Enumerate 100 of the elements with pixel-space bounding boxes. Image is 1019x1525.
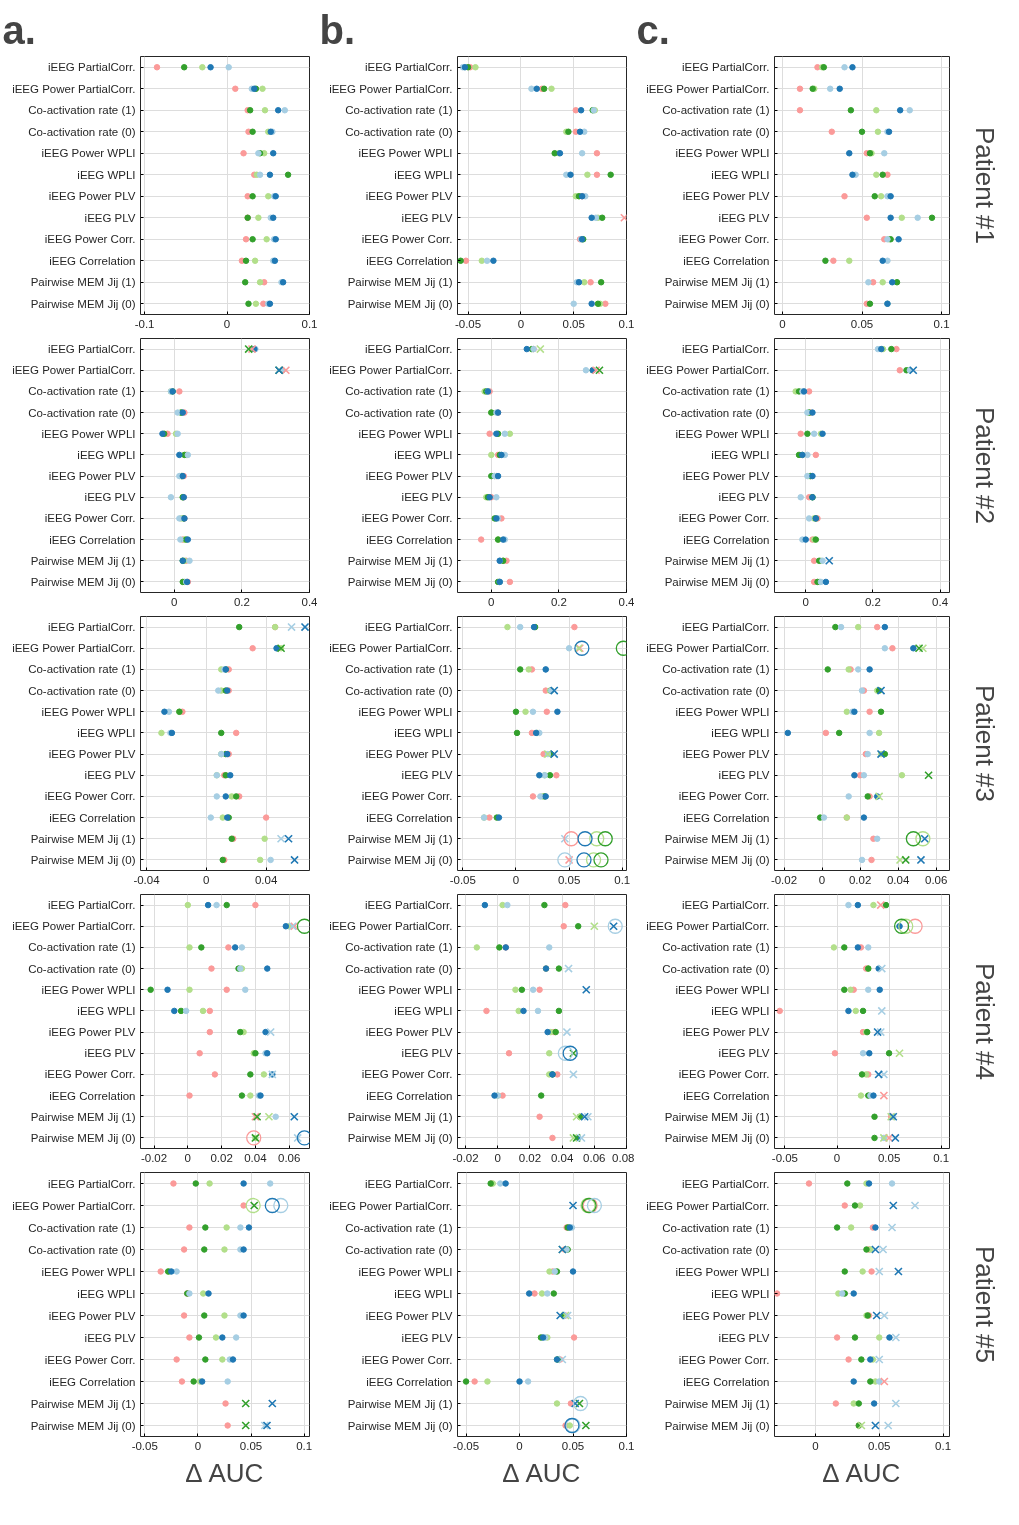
y-tick-label: iEEG Correlation [49, 811, 136, 824]
chart-title: a. [2, 7, 36, 52]
y-tick-label: iEEG Power Corr. [361, 790, 453, 803]
x-tick-label: 0 [171, 595, 178, 608]
x-tick-label: 0.1 [618, 317, 635, 330]
y-tick-label: iEEG Power PLV [682, 470, 770, 483]
y-tick-label: Pairwise MEM Jij (1) [664, 276, 770, 289]
y-tick-label: iEEG PLV [401, 491, 453, 504]
x-tick-label: 0 [203, 873, 210, 886]
y-tick-label: iEEG PartialCorr. [681, 343, 770, 356]
y-tick-label: Co-activation rate (1) [662, 104, 770, 117]
x-tick-label: 0.1 [614, 873, 631, 886]
y-tick-label: Co-activation rate (0) [28, 1243, 136, 1256]
x-tick-label: -0.04 [133, 873, 161, 886]
y-tick-label: Co-activation rate (0) [345, 406, 453, 419]
x-tick-label: 0.4 [301, 595, 319, 608]
y-tick-label: iEEG Power WPLI [675, 427, 770, 440]
x-tick-label: 0.04 [886, 873, 910, 886]
y-tick-label: iEEG WPLI [77, 168, 136, 181]
y-tick-label: iEEG Power PLV [682, 1309, 770, 1322]
y-tick-label: iEEG Power PLV [365, 190, 453, 203]
y-tick-label: iEEG PartialCorr. [47, 621, 136, 634]
y-tick-label: Co-activation rate (0) [345, 125, 453, 138]
y-tick-label: Co-activation rate (1) [28, 1221, 136, 1234]
y-tick-label: Co-activation rate (1) [662, 385, 770, 398]
x-tick-label: 0.4 [932, 595, 949, 608]
x-tick-label: 0.05 [561, 1439, 585, 1452]
y-tick-label: iEEG Power PartialCorr. [12, 920, 136, 933]
x-tick-label: 0.08 [612, 1151, 635, 1164]
x-tick-label: 0 [512, 873, 520, 886]
y-tick-label: iEEG Power PartialCorr. [329, 364, 453, 377]
y-tick-label: iEEG WPLI [711, 726, 770, 739]
y-tick-label: iEEG PLV [718, 491, 770, 504]
x-tick-label: 0.04 [550, 1151, 574, 1164]
y-tick-label: iEEG Power WPLI [675, 983, 770, 996]
y-tick-label: iEEG PLV [401, 769, 453, 782]
y-tick-label: iEEG Power WPLI [358, 147, 453, 160]
y-tick-label: iEEG Power Corr. [678, 790, 770, 803]
y-tick-label: Pairwise MEM Jij (0) [664, 853, 770, 866]
y-tick-label: iEEG Power WPLI [675, 705, 770, 718]
y-tick-label: Co-activation rate (0) [662, 962, 770, 975]
x-tick-label: -0.02 [140, 1151, 168, 1164]
y-tick-label: Pairwise MEM Jij (0) [664, 1419, 770, 1432]
y-tick-label: Co-activation rate (0) [662, 684, 770, 697]
y-tick-label: iEEG Power PLV [365, 470, 453, 483]
y-tick-label: Co-activation rate (1) [28, 104, 136, 117]
y-tick-label: Pairwise MEM Jij (0) [30, 1419, 136, 1432]
x-tick-label: 0.02 [210, 1151, 233, 1164]
y-tick-label: Co-activation rate (1) [662, 663, 770, 676]
y-tick-label: iEEG Power PartialCorr. [12, 82, 136, 95]
y-tick-label: iEEG PLV [401, 1047, 453, 1060]
y-tick-label: iEEG Power Corr. [678, 1068, 770, 1081]
y-tick-label: Co-activation rate (0) [662, 125, 770, 138]
y-tick-label: iEEG Power WPLI [41, 705, 136, 718]
y-tick-label: iEEG PLV [401, 1331, 453, 1344]
y-tick-label: Pairwise MEM Jij (1) [347, 554, 453, 567]
y-tick-label: Pairwise MEM Jij (1) [664, 832, 770, 845]
y-tick-label: Co-activation rate (1) [345, 104, 453, 117]
y-tick-label: iEEG Correlation [366, 533, 453, 546]
y-tick-label: iEEG Power PartialCorr. [646, 642, 770, 655]
x-tick-label: 0 [516, 1439, 523, 1452]
x-tick-label: 0 [833, 1151, 841, 1164]
x-tick-label: 0.02 [848, 873, 872, 886]
y-tick-label: iEEG Correlation [49, 254, 136, 267]
y-tick-label: iEEG Power PartialCorr. [646, 364, 770, 377]
x-tick-label: 0.05 [562, 317, 585, 330]
y-tick-label: Pairwise MEM Jij (0) [347, 575, 453, 588]
x-tick-label: 0 [802, 595, 809, 608]
x-tick-label: 0.2 [864, 595, 881, 608]
y-tick-label: iEEG PartialCorr. [681, 61, 770, 74]
x-tick-label: 0 [812, 1439, 819, 1452]
y-tick-label: Co-activation rate (0) [28, 962, 136, 975]
y-tick-label: iEEG Power WPLI [358, 983, 453, 996]
y-tick-label: Pairwise MEM Jij (1) [30, 554, 136, 567]
y-tick-label: Pairwise MEM Jij (0) [30, 575, 136, 588]
x-tick-label: 0 [184, 1151, 192, 1164]
y-tick-label: iEEG Power Corr. [361, 1353, 453, 1366]
y-tick-label: iEEG Power Corr. [361, 233, 453, 246]
x-tick-label: -0.05 [449, 873, 476, 886]
y-tick-label: iEEG WPLI [394, 726, 453, 739]
y-tick-label: Pairwise MEM Jij (0) [664, 1131, 770, 1144]
y-tick-label: iEEG Correlation [683, 254, 770, 267]
y-tick-label: Pairwise MEM Jij (0) [30, 853, 136, 866]
y-tick-label: Co-activation rate (0) [28, 125, 136, 138]
y-tick-label: iEEG Correlation [683, 811, 770, 824]
x-tick-label: -0.02 [770, 873, 798, 886]
y-tick-label: Co-activation rate (0) [345, 962, 453, 975]
y-tick-label: iEEG Power PartialCorr. [646, 920, 770, 933]
y-tick-label: iEEG Power PLV [48, 470, 136, 483]
x-tick-label: -0.05 [454, 317, 482, 330]
y-tick-label: iEEG PartialCorr. [47, 61, 136, 74]
y-tick-label: iEEG Power WPLI [358, 427, 453, 440]
y-tick-label: Pairwise MEM Jij (1) [347, 1397, 453, 1410]
y-tick-label: Pairwise MEM Jij (1) [347, 276, 453, 289]
y-tick-label: iEEG Power Corr. [678, 233, 770, 246]
y-tick-label: Co-activation rate (0) [662, 406, 770, 419]
y-tick-label: iEEG Power PLV [682, 748, 770, 761]
x-tick-label: 0.06 [278, 1151, 301, 1164]
y-tick-label: Co-activation rate (0) [662, 1243, 770, 1256]
y-tick-label: iEEG WPLI [77, 1287, 136, 1300]
